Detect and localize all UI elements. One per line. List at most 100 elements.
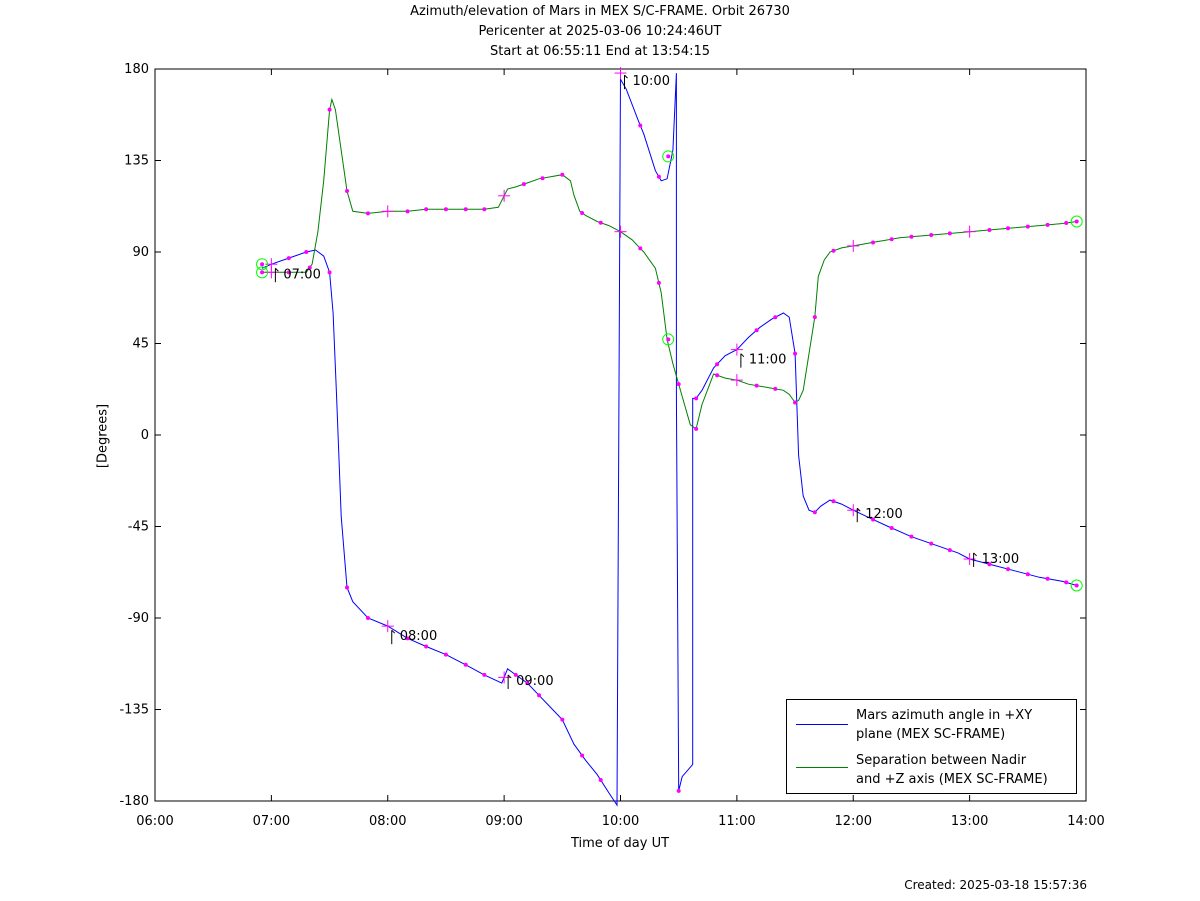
separation-marker-dot [463, 207, 468, 212]
hour-label: 09:00 [516, 674, 553, 689]
hour-label: 13:00 [982, 552, 1019, 567]
azimuth-marker-dot [598, 778, 603, 783]
azimuth-marker-dot [537, 693, 542, 698]
azimuth-marker-dot [638, 123, 643, 128]
separation-marker-dot [1045, 222, 1050, 227]
azimuth-marker-dot [694, 396, 699, 401]
y-tick-label: 180 [124, 62, 149, 77]
chart-title-line-1: Azimuth/elevation of Mars in MEX S/C-FRA… [410, 4, 790, 19]
separation-marker-dot [656, 280, 661, 285]
separation-marker-dot [1064, 221, 1069, 226]
x-tick-label: 10:00 [602, 814, 639, 829]
event-circle-marker [1070, 579, 1083, 592]
hour-label-arrow [624, 74, 628, 79]
azimuth-marker-dot [929, 541, 934, 546]
legend-swatch-azimuth [796, 724, 848, 725]
separation-marker-dot [405, 209, 410, 214]
hour-label: 12:00 [865, 507, 902, 522]
chart-title-line-3: Start at 06:55:11 End at 13:54:15 [489, 44, 711, 59]
separation-marker-dot [676, 382, 681, 387]
azimuth-marker-dot [773, 315, 778, 320]
y-tick-label: 0 [141, 428, 149, 443]
y-tick-label: 45 [132, 337, 149, 352]
y-tick-label: -90 [128, 611, 149, 626]
event-center-dot [666, 154, 671, 159]
x-tick-label: 08:00 [369, 814, 406, 829]
x-tick-label: 06:00 [136, 814, 173, 829]
azimuth-marker-dot [676, 788, 681, 793]
chart-legend: Mars azimuth angle in +XY plane (MEX SC-… [786, 699, 1077, 794]
azimuth-marker-dot [345, 585, 350, 590]
azimuth-marker-dot [812, 510, 817, 515]
azimuth-marker-dot [793, 351, 798, 356]
azimuth-marker-dot [304, 250, 309, 254]
y-tick-label: -180 [119, 794, 149, 809]
separation-marker-dot [424, 207, 429, 212]
hour-label-arrow [740, 353, 745, 358]
azimuth-marker-dot [286, 256, 291, 261]
azimuth-marker-dot [947, 548, 952, 553]
azimuth-marker-dot [365, 616, 370, 620]
legend-label-azimuth-line-2: plane (MEX SC-FRAME) [856, 727, 1006, 742]
separation-marker-dot [1025, 224, 1030, 229]
event-center-dot [1074, 583, 1079, 588]
separation-marker-dot [638, 246, 643, 251]
azimuth-marker-dot [560, 717, 565, 722]
event-center-dot [666, 337, 671, 342]
hour-label-arrow [391, 629, 396, 634]
azimuth-series-line [261, 73, 1077, 807]
separation-marker-dot [715, 373, 720, 378]
created-timestamp: Created: 2025-03-18 15:57:36 [904, 878, 1087, 892]
separation-marker-dot [812, 315, 817, 320]
y-axis-label: [Degrees] [95, 403, 111, 469]
azimuth-marker-dot [580, 753, 585, 758]
hour-label-arrow [275, 267, 279, 272]
azimuth-marker-dot [443, 652, 448, 657]
y-tick-label: 135 [124, 154, 149, 169]
azimuth-marker-dot [754, 328, 759, 333]
legend-label-azimuth-line-1: Mars azimuth angle in +XY [856, 708, 1033, 723]
separation-series-line [262, 97, 1077, 430]
event-center-dot [1074, 219, 1079, 224]
separation-marker-dot [540, 176, 545, 181]
event-center-dot [260, 270, 265, 275]
x-tick-label: 14:00 [1067, 814, 1104, 829]
azimuth-marker-dot [715, 362, 720, 367]
separation-marker-dot [580, 210, 585, 215]
separation-marker-dot [694, 426, 699, 431]
separation-marker-dot [987, 227, 992, 232]
event-circle-marker [662, 333, 675, 346]
event-circle-marker [662, 150, 675, 163]
separation-marker-dot [889, 237, 894, 242]
legend-label-separation-line-2: and +Z axis (MEX SC-FRAME) [856, 772, 1048, 787]
separation-marker-dot [831, 248, 836, 253]
separation-marker-dot [345, 189, 350, 193]
separation-marker-dot [871, 240, 876, 245]
azimuth-marker-dot [513, 672, 518, 677]
hour-label: 07:00 [283, 267, 320, 282]
hour-label: 08:00 [400, 629, 437, 644]
event-circle-marker [1070, 215, 1083, 228]
hour-label-arrow [856, 507, 861, 512]
separation-marker-dot [521, 182, 526, 187]
separation-marker-dot [909, 234, 914, 239]
plot-frame [154, 68, 1087, 802]
legend-label-separation-line-1: Separation between Nadir [856, 753, 1027, 768]
y-tick-label: -45 [128, 520, 149, 535]
azimuth-marker-dot [871, 517, 876, 522]
hour-label-arrow [973, 552, 977, 557]
x-tick-label: 07:00 [253, 814, 290, 829]
hour-label: 10:00 [633, 74, 670, 89]
separation-marker-dot [443, 207, 448, 212]
separation-marker-dot [286, 270, 291, 275]
azimuth-marker-dot [463, 662, 468, 667]
legend-swatch-separation [796, 767, 848, 768]
separation-marker-dot [560, 172, 565, 177]
separation-marker-dot [307, 265, 312, 270]
azimuth-marker-dot [831, 499, 836, 504]
azimuth-marker-dot [525, 681, 530, 686]
hour-label-arrow [507, 674, 512, 679]
azimuth-marker-dot [889, 526, 894, 531]
azimuth-marker-dot [1025, 572, 1030, 577]
